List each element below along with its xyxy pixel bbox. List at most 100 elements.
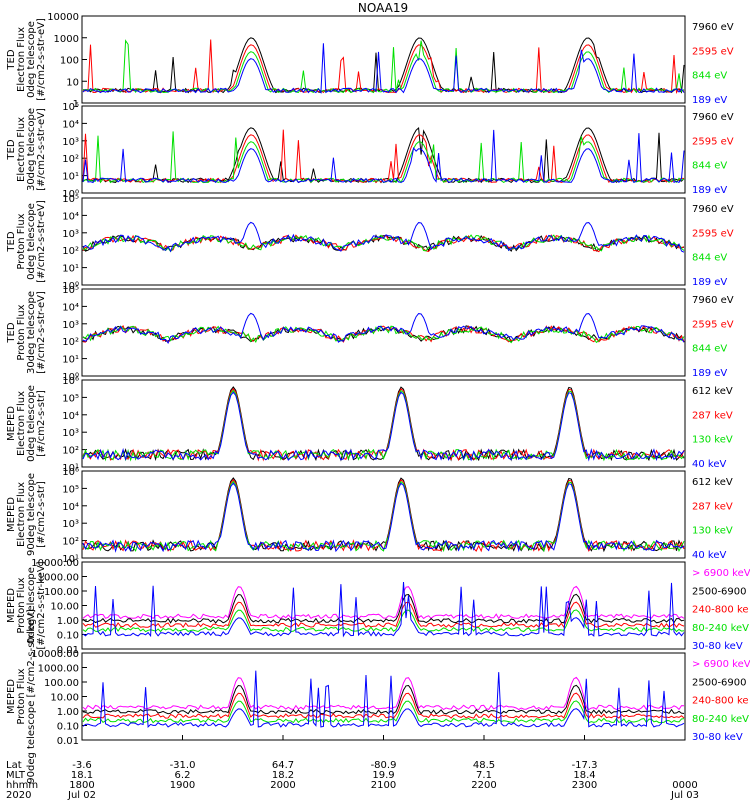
x-tick-label-hhmm: 2200 — [471, 780, 496, 791]
y-axis-label-line: MEPED — [6, 406, 17, 441]
y-tick-label: 10¹ — [62, 264, 79, 275]
y-tick-label: 0.01 — [57, 736, 79, 747]
legend-entry: 844 eV — [692, 344, 727, 355]
x-tick-label-mlt: 18.1 — [71, 770, 93, 781]
y-tick-label: 10³ — [62, 428, 79, 439]
y-tick-label: 0.01 — [57, 645, 79, 656]
y-tick-label: 10 — [66, 77, 79, 88]
x-row-label: Lat — [6, 760, 22, 771]
series-trace-red — [82, 387, 685, 462]
y-axis-label-line: [#/cm2-s-str-eV] — [36, 18, 47, 101]
y-axis-label-line: 0deg telescope — [26, 21, 37, 98]
y-tick-label: 1000.00 — [38, 573, 79, 584]
legend-entry: 2595 eV — [692, 136, 734, 147]
x-tick-label-date: Jul 02 — [67, 790, 96, 800]
legend-entry: 80-240 keV — [692, 623, 749, 634]
x-tick-label-hhmm: 0000 — [672, 780, 697, 791]
series-trace-black — [82, 477, 685, 553]
y-axis-label-line: TED — [6, 49, 17, 70]
y-tick-label: 1.00 — [57, 707, 79, 718]
y-tick-label: 10¹ — [62, 463, 79, 474]
y-tick-label: 10² — [62, 537, 79, 548]
x-tick-label-lat: 48.5 — [473, 760, 495, 771]
legend-entry: 7960 eV — [692, 204, 734, 215]
y-axis-label-line: [#/cm2-s-str] — [36, 390, 47, 457]
legend-entry: 189 eV — [692, 95, 727, 106]
series-trace-blue — [82, 391, 685, 462]
y-axis-label-line: [#/cm2-s-str-eV] — [36, 291, 47, 374]
series-trace-black — [82, 234, 685, 253]
y-axis-label-line: 0deg telescope — [26, 567, 37, 644]
y-tick-label: 10³ — [62, 137, 79, 148]
y-tick-label: 1 — [73, 99, 79, 110]
y-tick-label: 10⁰ — [62, 189, 79, 200]
y-axis-label-line: 0deg telescope — [26, 203, 37, 280]
y-tick-label: 0.10 — [57, 722, 79, 733]
y-tick-label: 10⁵ — [62, 102, 79, 113]
series-trace-blue — [82, 221, 685, 253]
panel-meped-electron-90deg: 10¹ 10² 10³ 10⁴ 10⁵ 10⁶ MEPED Electron Flux 90de… — [6, 467, 733, 565]
y-tick-label: 10¹ — [62, 172, 79, 183]
x-tick-label-hhmm: 2000 — [270, 780, 295, 791]
y-axis-label-line: MEPED — [6, 679, 17, 714]
panel-frame — [81, 470, 686, 559]
legend-entry: 7960 eV — [692, 112, 734, 123]
y-axis-label-line: 90deg telescope — [26, 473, 37, 556]
x-tick-label-mlt: 19.9 — [372, 770, 394, 781]
y-axis-label: TED Proton Flux 30deg telescope [#/cm2-s-st… — [6, 291, 47, 374]
y-tick-label: 100 — [60, 56, 79, 67]
x-tick-label-hhmm: 2300 — [572, 780, 597, 791]
y-axis-label-line: 90deg telescope [#/cm2-s-str-keV] — [26, 609, 37, 784]
y-tick-label: 10² — [62, 154, 79, 165]
x-tick-label-lat: -80.9 — [371, 760, 397, 771]
x-tick-label-hhmm: 1800 — [69, 780, 94, 791]
x-tick-label-mlt: 6.2 — [175, 770, 191, 781]
y-tick-label: 10³ — [62, 519, 79, 530]
y-tick-label: 10⁵ — [62, 194, 79, 205]
y-axis-label-line: Electron Flux — [16, 117, 27, 182]
y-tick-label: 1000.00 — [38, 664, 79, 675]
x-tick-label-hhmm: 2100 — [371, 780, 396, 791]
legend-entry: 80-240 keV — [692, 714, 749, 725]
y-tick-label: 10³ — [62, 320, 79, 331]
y-tick-label: 10⁵ — [62, 285, 79, 296]
legend-entry: 189 eV — [692, 368, 727, 379]
x-tick-label-mlt: 18.4 — [573, 770, 595, 781]
y-axis-label-line: MEPED — [6, 588, 17, 623]
legend-entry: 189 eV — [692, 277, 727, 288]
series-trace-black — [82, 593, 685, 624]
legend-entry: 2595 eV — [692, 228, 734, 239]
x-tick-label-lat: -17.3 — [572, 760, 598, 771]
series-trace-blue — [82, 43, 685, 94]
y-tick-label: 1.00 — [57, 616, 79, 627]
series-trace-red — [82, 692, 685, 719]
x-tick-label-mlt: 7.1 — [476, 770, 492, 781]
y-axis-label: MEPED Electron Flux 90deg telescope [#/cm2-… — [6, 473, 47, 556]
series-trace-black — [82, 684, 685, 715]
y-tick-label: 10⁴ — [62, 411, 79, 422]
series-trace-blue — [82, 581, 685, 638]
y-tick-label: 10⁵ — [62, 393, 79, 404]
panel-frame — [81, 105, 686, 194]
legend-entry: 240-800 ke — [692, 696, 749, 707]
y-tick-label: 10⁰ — [62, 281, 79, 292]
series-trace-red — [82, 478, 685, 553]
y-tick-label: 10000.00 — [31, 558, 79, 569]
y-axis-label: MEPED Proton Flux 90deg telescope [#/cm2-s… — [6, 609, 37, 784]
x-tick-label-date: Jul 03 — [670, 790, 699, 800]
legend-entry: 30-80 keV — [692, 641, 743, 652]
y-axis-label: MEPED Electron Flux 0deg telescope [#/cm2-s… — [6, 385, 47, 462]
y-tick-label: 10² — [62, 446, 79, 457]
series-trace-black — [82, 325, 685, 343]
y-tick-label: 100.00 — [44, 587, 79, 598]
y-axis-label-line: [#/cm2-s-str] — [36, 481, 47, 548]
x-tick-label-hhmm: 1900 — [170, 780, 195, 791]
y-axis-label-line: TED — [6, 322, 17, 343]
panel-frame — [81, 379, 686, 468]
y-axis-label-line: [#/cm2-s-str-eV] — [36, 108, 47, 191]
x-row-label: hhmm — [6, 780, 38, 791]
x-tick-label-lat: 64.7 — [272, 760, 294, 771]
legend-entry: 130 keV — [692, 435, 733, 446]
y-axis-label-line: 0deg telescope — [26, 385, 37, 462]
